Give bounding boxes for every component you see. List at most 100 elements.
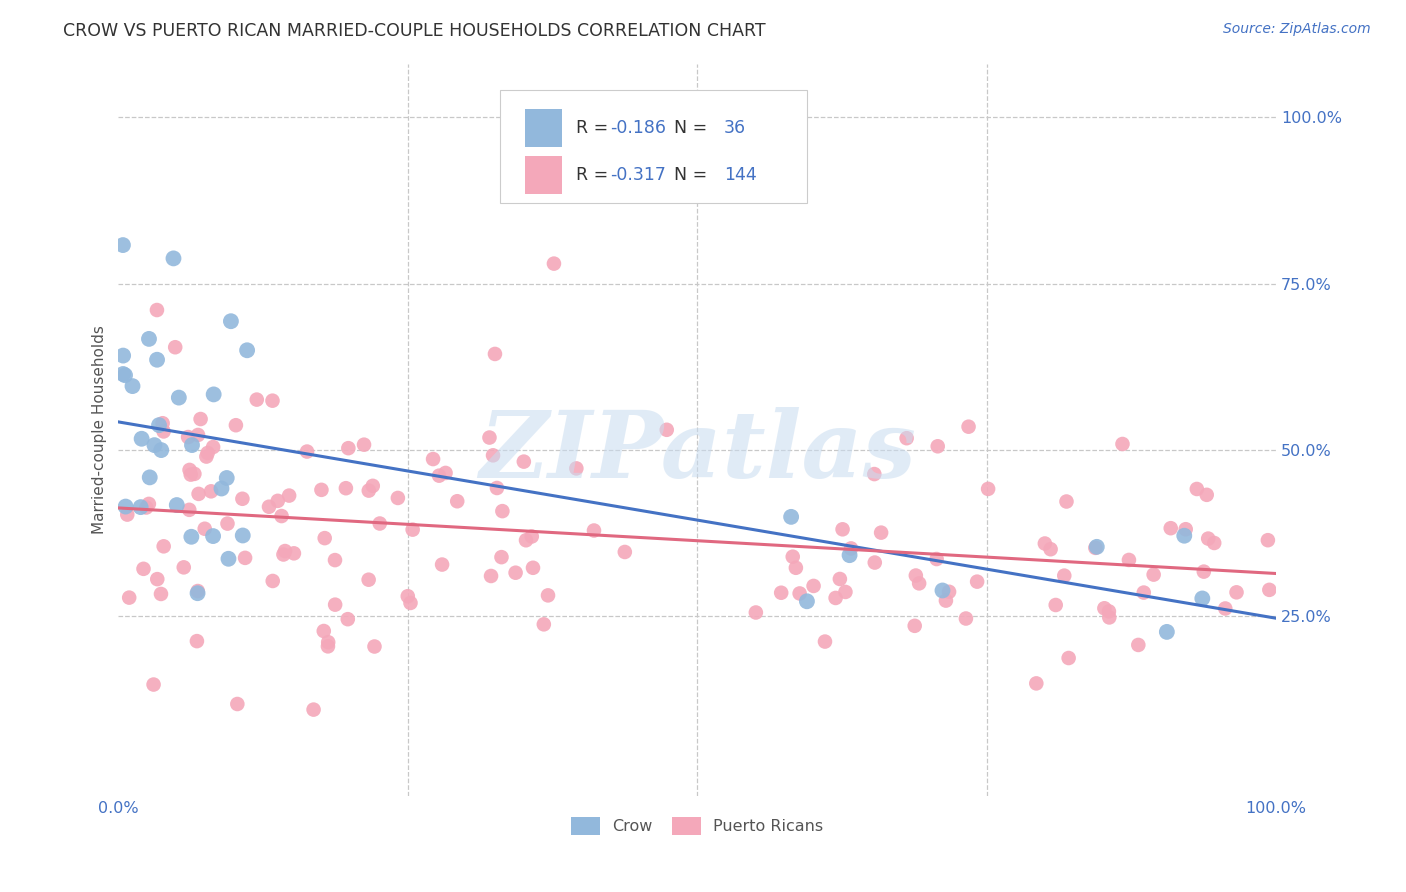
- Point: [283, 546, 305, 560]
- Point: [112, 349, 135, 363]
- Point: [217, 516, 239, 531]
- Point: [270, 509, 292, 524]
- Text: -0.317: -0.317: [610, 166, 666, 184]
- Point: [1084, 541, 1107, 555]
- Point: [274, 544, 297, 558]
- Point: [197, 446, 219, 460]
- Point: [179, 503, 201, 517]
- Point: [278, 489, 301, 503]
- Point: [180, 530, 202, 544]
- Point: [1039, 542, 1062, 557]
- Point: [112, 367, 135, 381]
- Point: [1098, 604, 1121, 618]
- Point: [202, 387, 225, 401]
- Point: [177, 430, 200, 444]
- Point: [135, 500, 157, 515]
- Legend: Crow, Puerto Ricans: Crow, Puerto Ricans: [571, 817, 824, 835]
- Point: [955, 611, 977, 625]
- Point: [111, 238, 134, 252]
- Point: [357, 483, 380, 498]
- Point: [1156, 624, 1178, 639]
- Point: [152, 539, 174, 553]
- Point: [335, 481, 357, 495]
- Point: [613, 545, 636, 559]
- Point: [491, 504, 513, 518]
- Point: [118, 591, 141, 605]
- Point: [179, 463, 201, 477]
- Point: [121, 379, 143, 393]
- Point: [187, 487, 209, 501]
- Point: [1173, 529, 1195, 543]
- Point: [323, 598, 346, 612]
- Point: [149, 587, 172, 601]
- Point: [1053, 568, 1076, 582]
- Point: [142, 677, 165, 691]
- Point: [387, 491, 409, 505]
- Point: [1132, 585, 1154, 599]
- Point: [1128, 638, 1150, 652]
- Point: [896, 431, 918, 445]
- Point: [782, 549, 804, 564]
- Point: [311, 483, 333, 497]
- Point: [194, 522, 217, 536]
- Point: [838, 548, 860, 562]
- Point: [233, 550, 256, 565]
- Point: [938, 584, 960, 599]
- Point: [146, 572, 169, 586]
- Point: [491, 550, 513, 565]
- Point: [232, 528, 254, 542]
- Point: [186, 634, 208, 648]
- Point: [785, 561, 807, 575]
- Point: [396, 589, 419, 603]
- Point: [257, 500, 280, 514]
- Point: [966, 574, 988, 589]
- Point: [839, 541, 862, 556]
- Point: [1092, 601, 1115, 615]
- Point: [181, 438, 204, 452]
- Point: [162, 252, 184, 266]
- FancyBboxPatch shape: [524, 110, 562, 147]
- Point: [211, 482, 233, 496]
- Point: [323, 553, 346, 567]
- Point: [173, 560, 195, 574]
- Point: [422, 452, 444, 467]
- Y-axis label: Married-couple Households: Married-couple Households: [93, 326, 107, 534]
- Point: [368, 516, 391, 531]
- Text: 144: 144: [724, 166, 756, 184]
- FancyBboxPatch shape: [501, 90, 807, 203]
- Point: [1085, 540, 1108, 554]
- Point: [246, 392, 269, 407]
- Point: [427, 468, 450, 483]
- Point: [262, 393, 284, 408]
- Point: [150, 443, 173, 458]
- Point: [138, 332, 160, 346]
- Point: [131, 432, 153, 446]
- Point: [231, 491, 253, 506]
- Point: [357, 573, 380, 587]
- Point: [146, 303, 169, 318]
- Point: [316, 640, 339, 654]
- Point: [1057, 651, 1080, 665]
- Point: [977, 482, 1000, 496]
- Point: [1195, 488, 1218, 502]
- Point: [582, 524, 605, 538]
- Point: [1045, 598, 1067, 612]
- Text: N =: N =: [673, 166, 707, 184]
- Point: [831, 522, 853, 536]
- Point: [337, 441, 360, 455]
- Point: [215, 471, 238, 485]
- Point: [273, 548, 295, 562]
- Point: [187, 584, 209, 599]
- Point: [1192, 565, 1215, 579]
- Point: [117, 508, 139, 522]
- Point: [824, 591, 846, 605]
- Point: [312, 624, 335, 638]
- Text: CROW VS PUERTO RICAN MARRIED-COUPLE HOUSEHOLDS CORRELATION CHART: CROW VS PUERTO RICAN MARRIED-COUPLE HOUS…: [63, 22, 766, 40]
- Point: [187, 586, 209, 600]
- Point: [520, 529, 543, 543]
- Point: [1174, 522, 1197, 536]
- Point: [655, 423, 678, 437]
- Point: [745, 606, 768, 620]
- Point: [1197, 532, 1219, 546]
- Point: [114, 500, 136, 514]
